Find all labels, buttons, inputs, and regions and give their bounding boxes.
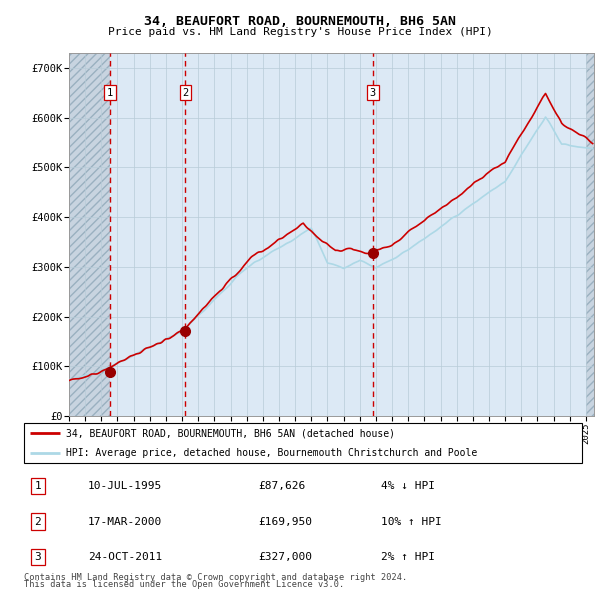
Text: 17-MAR-2000: 17-MAR-2000 (88, 517, 163, 526)
Text: 10-JUL-1995: 10-JUL-1995 (88, 481, 163, 491)
Text: HPI: Average price, detached house, Bournemouth Christchurch and Poole: HPI: Average price, detached house, Bour… (66, 448, 477, 458)
FancyBboxPatch shape (24, 423, 582, 463)
Text: £169,950: £169,950 (259, 517, 313, 526)
Text: This data is licensed under the Open Government Licence v3.0.: This data is licensed under the Open Gov… (24, 580, 344, 589)
Text: 3: 3 (370, 88, 376, 98)
Text: £327,000: £327,000 (259, 552, 313, 562)
Text: 2% ↑ HPI: 2% ↑ HPI (381, 552, 435, 562)
Text: 3: 3 (35, 552, 41, 562)
Text: 4% ↓ HPI: 4% ↓ HPI (381, 481, 435, 491)
Bar (69, 53, 110, 416)
Text: Price paid vs. HM Land Registry's House Price Index (HPI): Price paid vs. HM Land Registry's House … (107, 27, 493, 37)
Text: £87,626: £87,626 (259, 481, 305, 491)
Text: 1: 1 (35, 481, 41, 491)
Text: 34, BEAUFORT ROAD, BOURNEMOUTH, BH6 5AN (detached house): 34, BEAUFORT ROAD, BOURNEMOUTH, BH6 5AN … (66, 428, 395, 438)
Text: 2: 2 (35, 517, 41, 526)
Text: 24-OCT-2011: 24-OCT-2011 (88, 552, 163, 562)
Text: 1: 1 (107, 88, 113, 98)
Text: 2: 2 (182, 88, 188, 98)
Text: Contains HM Land Registry data © Crown copyright and database right 2024.: Contains HM Land Registry data © Crown c… (24, 573, 407, 582)
Bar (586, 53, 594, 416)
Text: 34, BEAUFORT ROAD, BOURNEMOUTH, BH6 5AN: 34, BEAUFORT ROAD, BOURNEMOUTH, BH6 5AN (144, 15, 456, 28)
Text: 10% ↑ HPI: 10% ↑ HPI (381, 517, 442, 526)
